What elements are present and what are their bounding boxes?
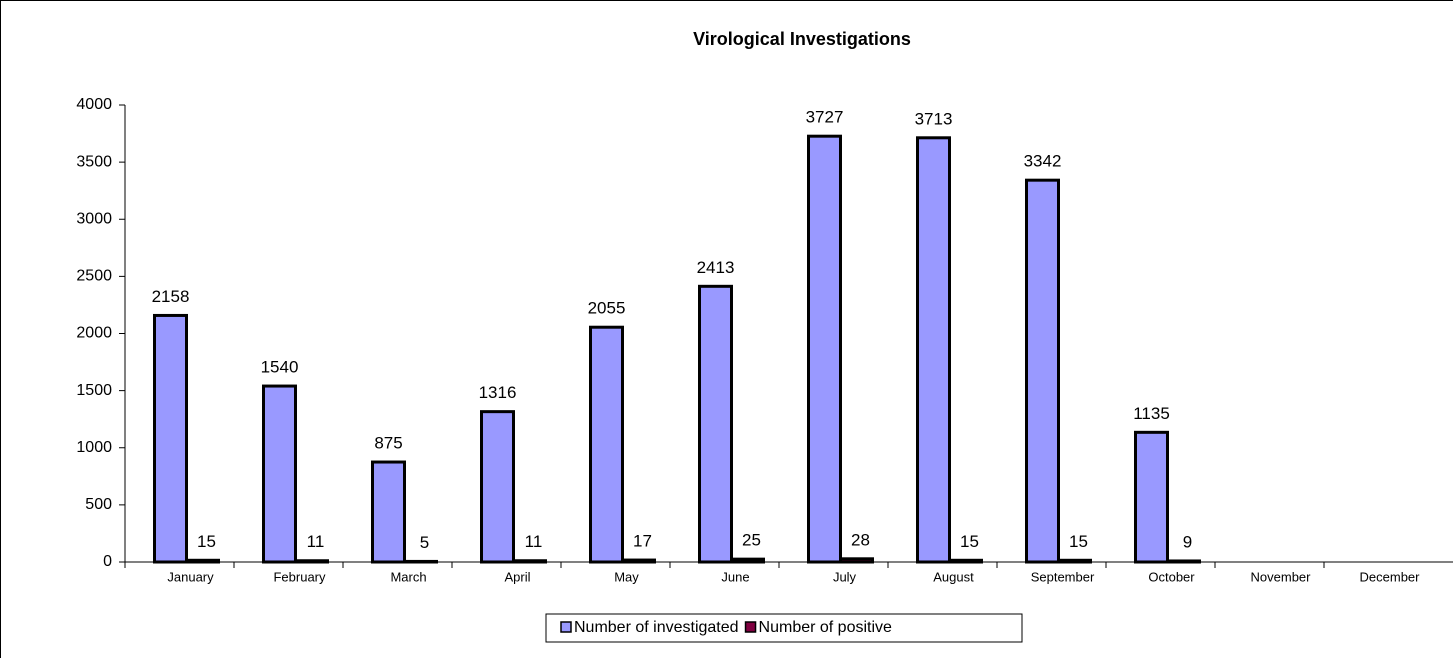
chart-title: Virological Investigations [693, 29, 911, 49]
x-tick-label: May [614, 569, 639, 584]
legend-swatch [744, 621, 757, 633]
value-label: 15 [1069, 532, 1088, 551]
x-tick-label: September [1031, 569, 1095, 584]
value-label: 3727 [806, 108, 844, 127]
bar [839, 557, 874, 564]
x-tick-label: December [1360, 569, 1421, 584]
y-tick-label: 3000 [76, 210, 112, 227]
bar [371, 460, 406, 564]
value-label: 3713 [915, 109, 953, 128]
legend-label: Number of investigated [574, 619, 739, 636]
x-tick-label: April [504, 569, 530, 584]
value-label: 15 [960, 532, 979, 551]
value-label: 11 [525, 532, 543, 551]
x-tick-label: March [390, 569, 426, 584]
value-label: 17 [633, 532, 652, 551]
x-tick-label: June [721, 569, 749, 584]
bar [512, 559, 547, 564]
bar [730, 557, 765, 564]
value-label: 2055 [588, 299, 626, 318]
bar [807, 134, 842, 564]
value-label: 5 [420, 533, 429, 552]
bar [1134, 430, 1169, 564]
value-label: 1316 [479, 383, 517, 402]
y-tick-label: 1000 [76, 439, 112, 456]
value-label: 28 [851, 530, 870, 549]
legend-box [545, 613, 1023, 643]
value-label: 875 [374, 434, 402, 453]
y-tick-label: 2000 [76, 325, 112, 342]
bar [403, 559, 438, 564]
x-tick-label: July [833, 569, 857, 584]
x-tick-label: August [933, 569, 974, 584]
bar [1057, 558, 1092, 564]
value-label: 1540 [261, 358, 299, 377]
y-tick-label: 3500 [76, 153, 112, 170]
y-tick-label: 4000 [76, 96, 112, 113]
x-tick-label: January [167, 569, 214, 584]
value-label: 25 [742, 531, 761, 550]
bar [262, 384, 297, 564]
bar [916, 136, 951, 564]
value-label: 2158 [152, 287, 190, 306]
bar [621, 558, 656, 564]
x-tick-label: October [1148, 569, 1195, 584]
legend-label: Number of positive [759, 619, 892, 636]
y-tick-label: 500 [85, 496, 112, 513]
bar [1166, 559, 1201, 564]
bar [698, 284, 733, 564]
y-tick-label: 1500 [76, 382, 112, 399]
bar [1025, 178, 1060, 564]
value-label: 11 [307, 532, 325, 551]
value-label: 9 [1183, 532, 1192, 551]
value-label: 3342 [1024, 152, 1062, 171]
value-label: 2413 [697, 258, 735, 277]
bar [153, 313, 188, 564]
y-tick-label: 0 [103, 553, 112, 570]
bar [294, 559, 329, 564]
value-label: 15 [197, 532, 216, 551]
legend-swatch [560, 621, 572, 633]
value-label: 1135 [1133, 404, 1170, 423]
y-tick-label: 2500 [76, 268, 112, 285]
x-tick-label: February [273, 569, 326, 584]
x-tick-label: November [1251, 569, 1312, 584]
bar [185, 558, 220, 564]
bar [948, 558, 983, 564]
bar [589, 325, 624, 564]
bar [480, 410, 515, 564]
